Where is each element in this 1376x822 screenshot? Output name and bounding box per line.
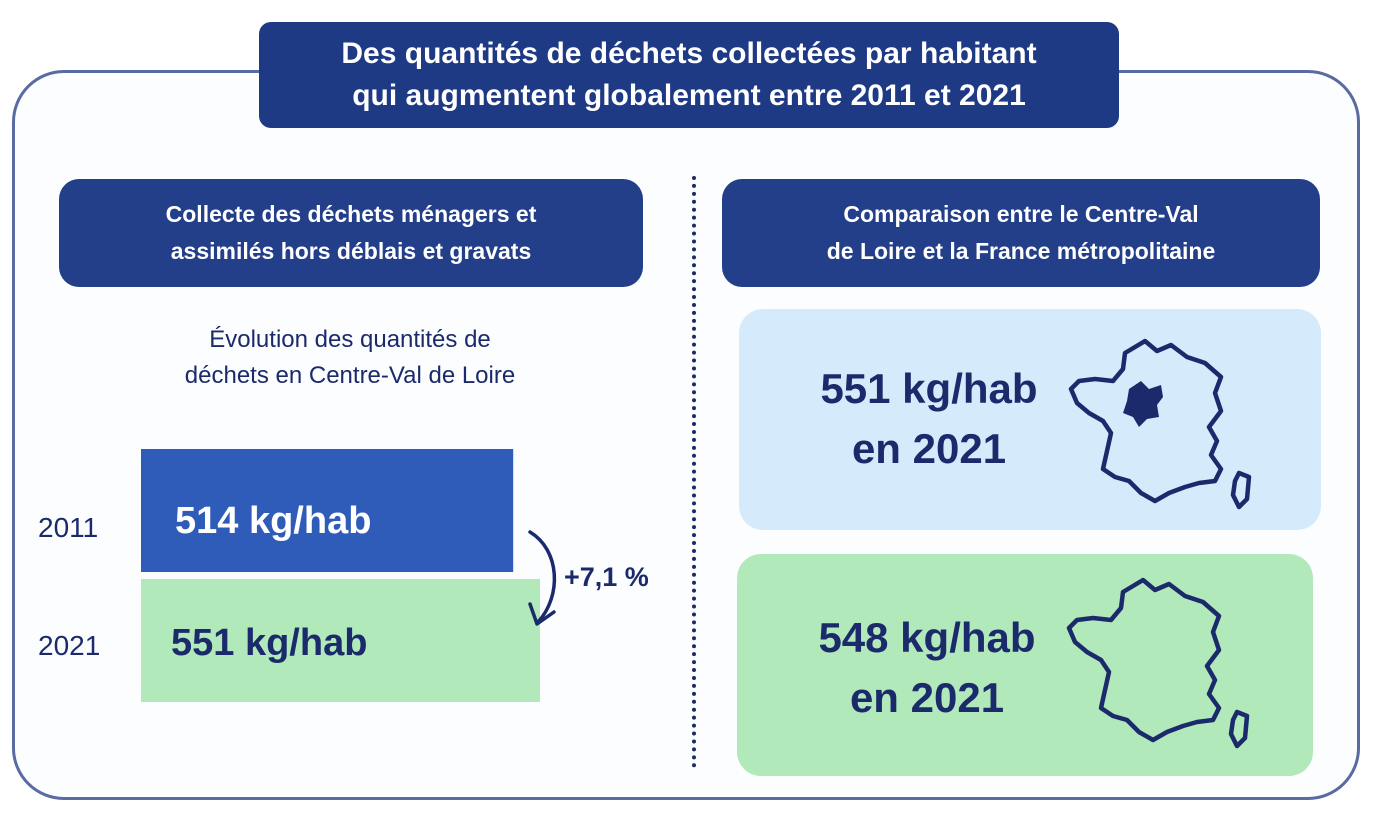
right-section-title: Comparaison entre le Centre-Val de Loire…	[722, 179, 1320, 287]
corsica-outline	[1228, 709, 1250, 749]
curved-arrow-icon	[528, 530, 557, 624]
waste-bar-chart: 2011 514 kg/hab 2021 551 kg/hab +7,1 %	[38, 449, 649, 702]
bar-2011	[141, 449, 514, 572]
centre-val-de-loire-region	[1123, 381, 1163, 427]
category-label-2011: 2011	[38, 512, 98, 543]
national-year: en 2021	[849, 674, 1005, 721]
main-title: Des quantités de déchets collectées par …	[259, 22, 1119, 128]
right-section-title-line-2: de Loire et la France métropolitaine	[826, 238, 1216, 264]
main-title-line-2: qui augmentent globalement entre 2011 et…	[352, 79, 1026, 112]
category-label-2021: 2021	[38, 630, 100, 661]
chart-subtitle-line-2: déchets en Centre-Val de Loire	[184, 362, 516, 389]
right-section-title-line-1: Comparaison entre le Centre-Val	[843, 201, 1199, 227]
main-title-line-1: Des quantités de déchets collectées par …	[341, 37, 1037, 70]
change-label: +7,1 %	[564, 562, 649, 592]
france-map-icon-regional	[1068, 338, 1252, 510]
national-card: 548 kg/hab en 2021	[737, 554, 1313, 776]
france-outline	[1066, 577, 1222, 743]
left-section-title-line-1: Collecte des déchets ménagers et	[165, 201, 537, 227]
arrow-head-icon	[528, 602, 556, 626]
corsica-outline	[1230, 470, 1252, 510]
bar-2021	[141, 579, 540, 702]
section-divider	[692, 176, 696, 768]
left-section-title-line-2: assimilés hors déblais et gravats	[170, 238, 532, 264]
regional-year: en 2021	[851, 425, 1007, 472]
regional-card: 551 kg/hab en 2021	[739, 309, 1321, 530]
france-map-icon-national	[1066, 577, 1250, 749]
regional-card-text: 551 kg/hab en 2021	[759, 359, 1099, 479]
regional-value: 551 kg/hab	[820, 365, 1038, 412]
chart-subtitle: Évolution des quantités de déchets en Ce…	[100, 322, 600, 394]
left-section-title: Collecte des déchets ménagers et assimil…	[59, 179, 643, 287]
national-card-text: 548 kg/hab en 2021	[757, 608, 1097, 728]
national-value: 548 kg/hab	[818, 614, 1036, 661]
chart-subtitle-line-1: Évolution des quantités de	[209, 326, 491, 353]
value-label-2011: 514 kg/hab	[175, 500, 371, 542]
france-outline	[1068, 338, 1224, 504]
value-label-2021: 551 kg/hab	[171, 622, 367, 664]
